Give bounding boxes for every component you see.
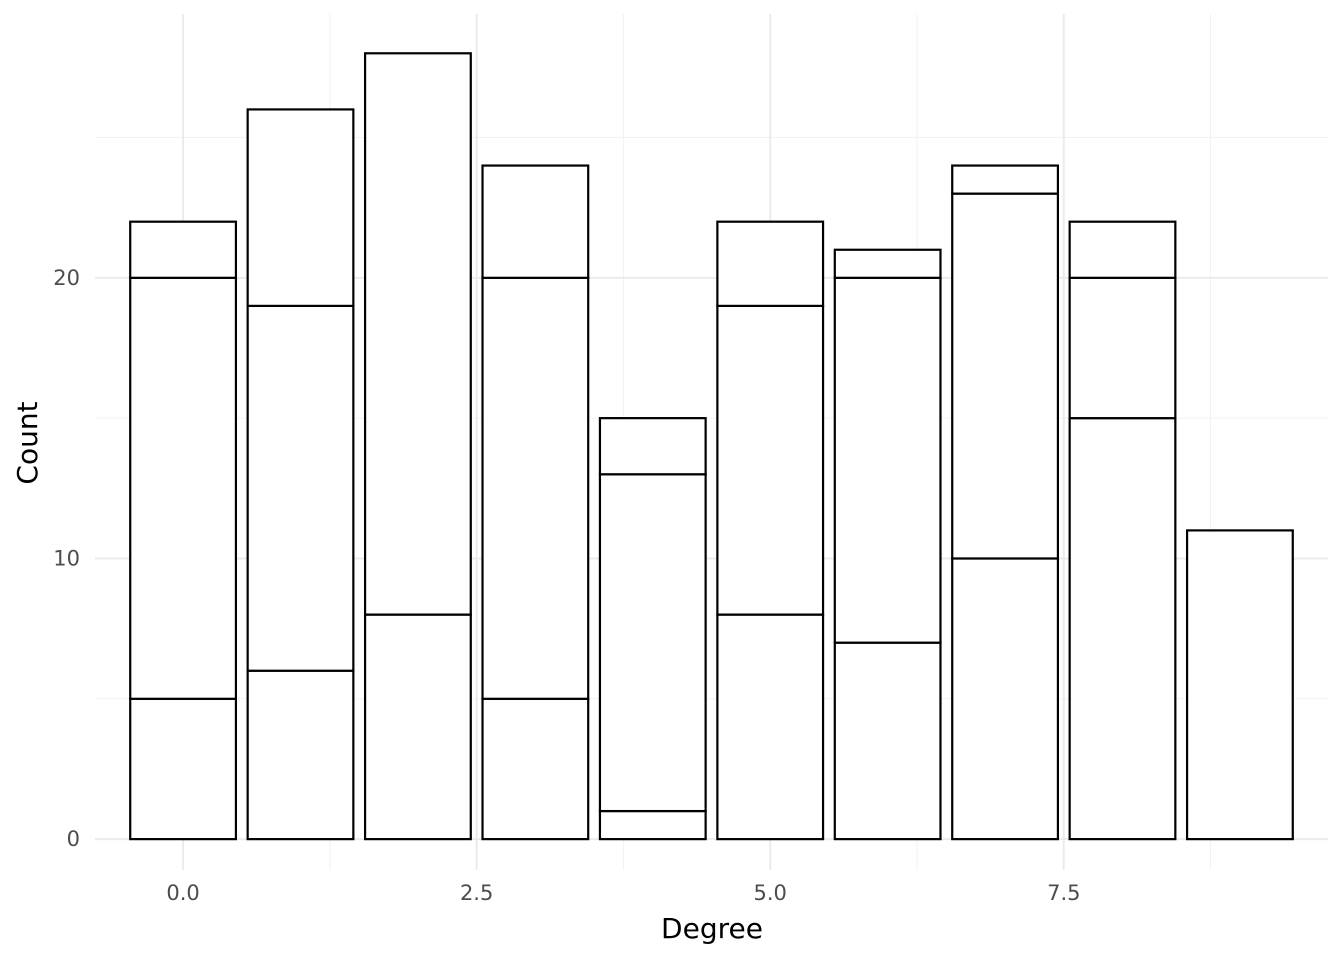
bar-segment-8-2	[1068, 220, 1177, 279]
x-tick-label: 5.0	[754, 881, 787, 905]
bar-segment-5-1	[716, 304, 825, 616]
x-axis-title: Degree	[661, 912, 763, 945]
bar-segment-9-0	[1185, 529, 1294, 841]
bar-segment-1-2	[246, 108, 355, 307]
y-axis-ticks: 0 10 20	[53, 266, 80, 851]
bar-segment-7-1	[951, 192, 1060, 560]
bar-segment-2-0	[363, 613, 472, 841]
y-tick-label: 0	[67, 827, 80, 851]
bar-segment-1-1	[246, 304, 355, 672]
y-axis-title: Count	[11, 401, 44, 484]
bar-segment-0-0	[129, 697, 238, 841]
bar-segment-7-0	[951, 557, 1060, 841]
y-tick-label: 20	[53, 266, 80, 290]
x-tick-label: 0.0	[166, 881, 199, 905]
bar-segment-4-0	[598, 809, 707, 841]
bar-segment-0-2	[129, 220, 238, 279]
bar-segment-0-1	[129, 276, 238, 700]
bar-segment-8-0	[1068, 417, 1177, 841]
bar-segment-2-1	[363, 52, 472, 616]
bar-segment-4-1	[598, 473, 707, 813]
x-tick-label: 2.5	[460, 881, 493, 905]
bar-segment-8-1	[1068, 276, 1177, 420]
bar-segment-3-1	[481, 276, 590, 700]
bar-segment-6-0	[833, 641, 942, 841]
bar-segment-1-0	[246, 669, 355, 841]
x-tick-label: 7.5	[1047, 881, 1080, 905]
bar-segment-5-2	[716, 220, 825, 307]
x-axis-ticks: 0.0 2.5 5.0 7.5	[166, 881, 1080, 905]
y-tick-label: 10	[53, 546, 80, 570]
bars	[129, 52, 1294, 841]
bar-segment-7-2	[951, 164, 1060, 195]
bar-segment-3-2	[481, 164, 590, 279]
bar-segment-6-2	[833, 248, 942, 279]
bar-segment-6-1	[833, 276, 942, 644]
bar-segment-4-2	[598, 417, 707, 476]
bar-segment-5-0	[716, 613, 825, 841]
bar-segment-3-0	[481, 697, 590, 841]
